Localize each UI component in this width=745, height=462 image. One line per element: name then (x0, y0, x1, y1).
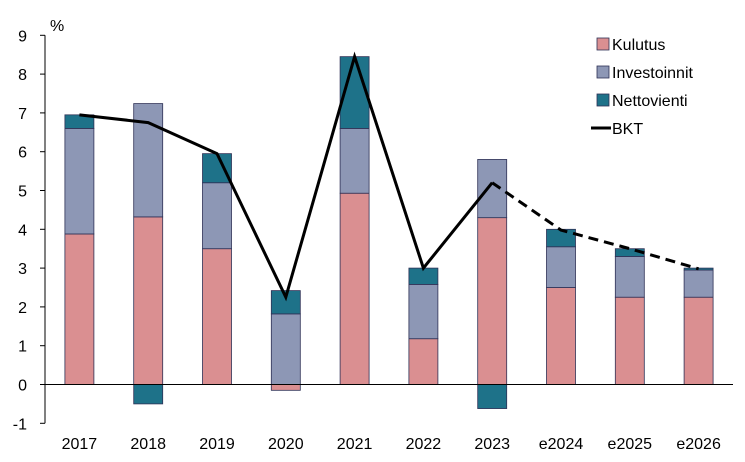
y-tick-label: 2 (18, 300, 27, 317)
bar-kulutus-2022 (408, 338, 439, 385)
bars (64, 56, 714, 409)
legend-label-kulutus: Kulutus (612, 37, 665, 54)
x-tick-label-2022: 2022 (406, 436, 442, 453)
bar-kulutus-e2025 (614, 296, 645, 385)
x-tick-label-2019: 2019 (199, 436, 235, 453)
y-unit-label: % (50, 18, 64, 35)
bar-kulutus-e2026 (683, 296, 714, 385)
bar-kulutus-e2024 (546, 287, 576, 385)
y-tick-label: 7 (18, 106, 27, 123)
legend-swatch-nettovienti (596, 93, 610, 107)
legend-label-nettovienti: Nettovienti (612, 93, 688, 110)
y-tick-label: 3 (18, 261, 27, 278)
bar-nettovienti-e2024 (546, 228, 576, 248)
bar-nettovienti-2022 (408, 267, 439, 285)
bar-nettovienti-2020 (270, 290, 301, 315)
y-tick-label: -1 (13, 416, 27, 433)
y-tick-label: 4 (18, 222, 27, 239)
gdp-line-actual (79, 51, 494, 302)
x-axis-ticks: 2017 2018 2019 2020 2021 2022 2023 e2024 e2025 e2… (62, 436, 721, 453)
y-tick-label: 0 (18, 378, 27, 395)
x-tick-label-e2025: e2025 (608, 436, 653, 453)
y-tick-label: 8 (18, 67, 27, 84)
bar-kulutus-2023 (477, 217, 508, 385)
legend-swatch-investoinnit (596, 65, 610, 79)
bar-investoinnit-e2024 (546, 246, 576, 288)
y-tick-label: 1 (18, 339, 27, 356)
legend-swatch-kulutus (596, 37, 610, 51)
bar-investoinnit-2021 (339, 128, 370, 194)
bar-kulutus-2019 (202, 248, 232, 385)
bar-investoinnit-2023 (477, 159, 508, 219)
gdp-line-forecast (491, 181, 700, 271)
bar-nettovienti-2018 (133, 384, 164, 405)
x-tick-label-2018: 2018 (130, 436, 166, 453)
axes (44, 35, 733, 424)
x-tick-label-e2026: e2026 (676, 436, 721, 453)
bar-investoinnit-e2025 (614, 256, 645, 298)
bar-kulutus-2017 (64, 233, 95, 385)
bar-investoinnit-2022 (408, 283, 439, 340)
bar-kulutus-2018 (133, 216, 164, 385)
bar-kulutus-2020 (270, 384, 301, 391)
x-tick-label-2017: 2017 (62, 436, 98, 453)
legend-label-investoinnit: Investoinnit (612, 65, 693, 82)
legend: Kulutus Investoinnit Nettovienti BKT (591, 37, 693, 138)
y-axis-ticks: -1 0 1 2 3 4 5 6 7 8 9 (13, 28, 45, 433)
gdp-line (79, 51, 700, 302)
y-tick-label: 9 (18, 28, 27, 45)
y-tick-label: 6 (18, 145, 27, 162)
bar-investoinnit-2020 (270, 313, 301, 385)
bar-investoinnit-e2026 (683, 269, 714, 298)
bar-kulutus-2021 (339, 192, 370, 385)
bar-nettovienti-2023 (477, 384, 508, 409)
x-tick-label-2023: 2023 (474, 436, 510, 453)
y-tick-label: 5 (18, 184, 27, 201)
bar-investoinnit-2019 (202, 182, 232, 250)
x-tick-label-2021: 2021 (337, 436, 373, 453)
x-tick-label-e2024: e2024 (539, 436, 584, 453)
legend-label-bkt: BKT (612, 121, 643, 138)
bar-nettovienti-2019 (202, 153, 232, 184)
x-tick-label-2020: 2020 (268, 436, 304, 453)
bar-investoinnit-2017 (64, 128, 95, 235)
